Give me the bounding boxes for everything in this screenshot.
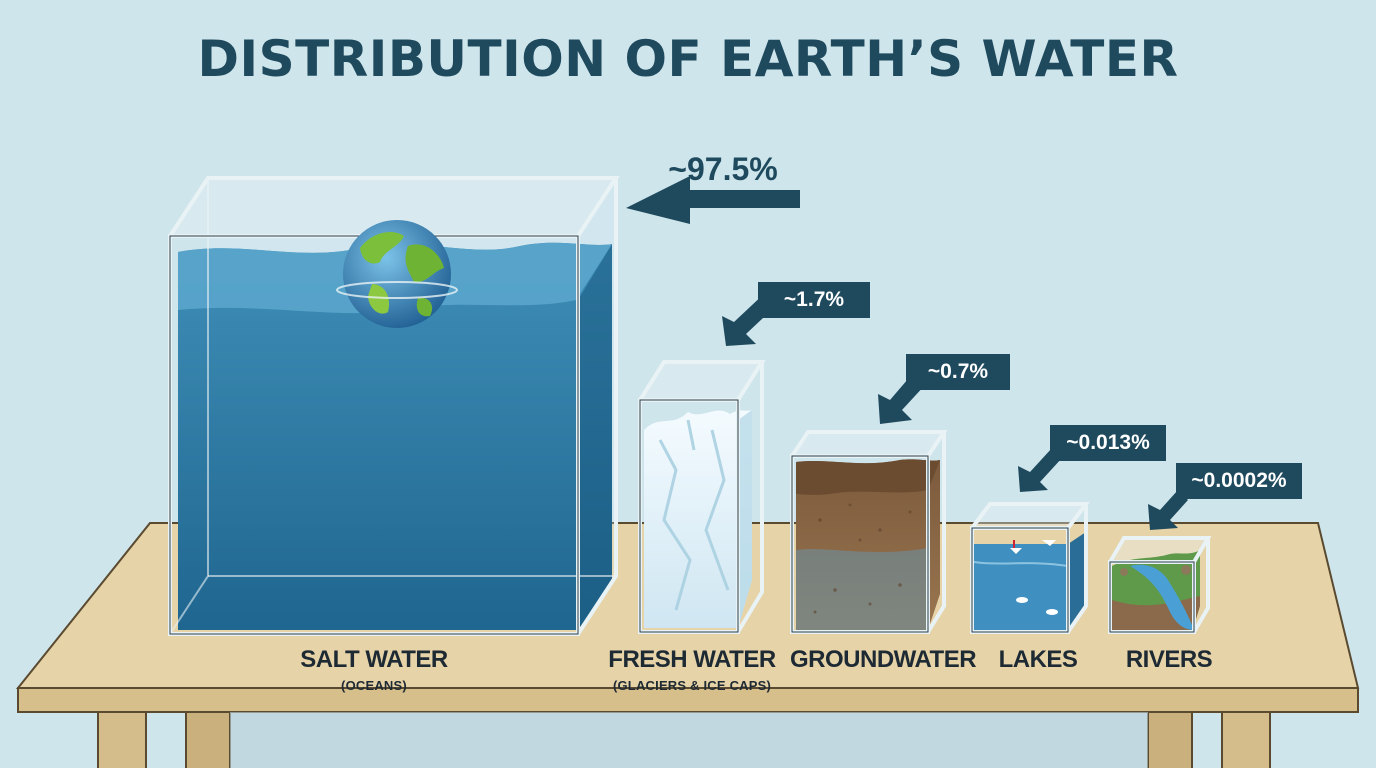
salt-water-tank [168, 176, 620, 636]
label-groundwater: GROUNDWATER [790, 646, 977, 674]
label-rivers-name: RIVERS [1125, 646, 1213, 673]
label-fresh-water-name: FRESH WATER [608, 646, 776, 673]
lakes-tank [970, 502, 1090, 634]
callout-rivers-percent: ~0.0002% [1176, 463, 1302, 499]
label-rivers: RIVERS [1116, 646, 1222, 674]
label-fresh-water-sub: (GLACIERS & ICE CAPS) [612, 678, 772, 693]
label-fresh-water: FRESH WATER (GLACIERS & ICE CAPS) [600, 646, 784, 693]
label-groundwater-name: GROUNDWATER [790, 646, 977, 673]
label-lakes-name: LAKES [998, 646, 1078, 673]
label-salt-water: SALT WATER (OCEANS) [276, 646, 472, 693]
callout-lakes-percent: ~0.013% [1050, 425, 1166, 461]
fresh-water-tank [638, 360, 766, 634]
label-salt-water-name: SALT WATER [300, 646, 448, 673]
callout-fresh-percent: ~1.7% [758, 282, 870, 318]
arrow-rivers-icon [1148, 490, 1188, 530]
rivers-tank [1108, 536, 1212, 634]
label-salt-water-sub: (OCEANS) [341, 678, 407, 693]
page-title: DISTRIBUTION OF EARTH’S WATER [197, 30, 1179, 88]
groundwater-tank [790, 430, 948, 634]
arrow-salt-icon [626, 176, 800, 224]
earth-globe-icon [336, 220, 458, 328]
callout-ground-percent: ~0.7% [906, 354, 1010, 390]
label-lakes: LAKES [990, 646, 1086, 674]
callout-salt-percent: ~97.5% [668, 150, 778, 187]
